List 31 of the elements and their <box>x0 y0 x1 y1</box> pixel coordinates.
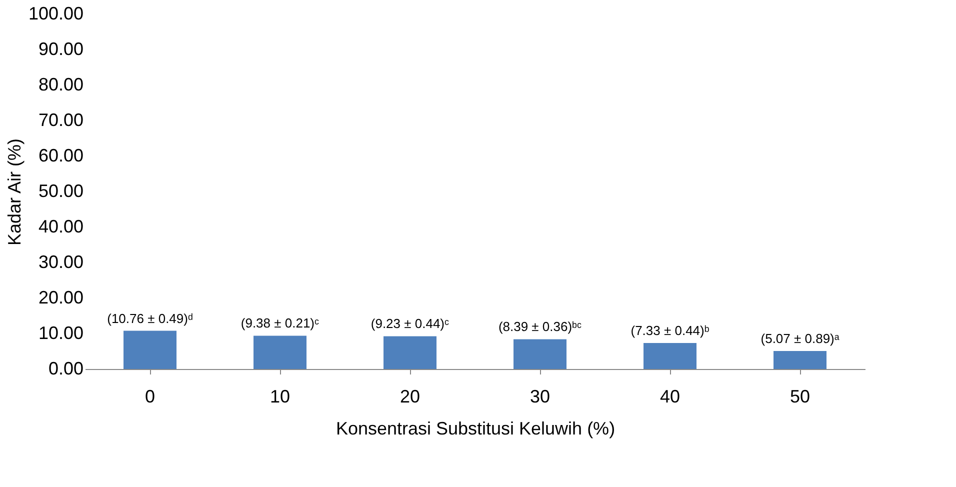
y-tick-label: 90.00 <box>38 39 84 59</box>
y-tick-label: 50.00 <box>38 181 84 201</box>
y-tick-label: 100.00 <box>28 4 84 24</box>
data-label: (10.76 ± 0.49)ᵈ <box>107 310 193 326</box>
bar <box>384 336 436 369</box>
x-tick-label: 50 <box>790 386 810 406</box>
x-tick-label: 10 <box>270 386 290 406</box>
data-label: (7.33 ± 0.44)ᵇ <box>630 322 710 338</box>
data-label: (8.39 ± 0.36)ᵇᶜ <box>498 319 582 334</box>
y-tick-label: 40.00 <box>38 216 84 236</box>
data-label: (9.23 ± 0.44)ᶜ <box>370 316 450 332</box>
x-tick-label: 0 <box>144 386 156 406</box>
bar <box>644 342 696 369</box>
x-tick-label: 20 <box>400 386 420 406</box>
y-tick-label: 30.00 <box>38 252 84 272</box>
y-tick-label: 10.00 <box>38 323 84 343</box>
y-axis-title: Kadar Air (%) <box>4 138 24 246</box>
data-label: (5.07 ± 0.89)ᵃ <box>760 331 840 346</box>
x-tick-label: 40 <box>660 386 680 406</box>
data-label: (9.38 ± 0.21)ᶜ <box>240 316 320 331</box>
bar <box>254 336 306 369</box>
bar <box>514 339 566 369</box>
y-tick-label: 80.00 <box>38 74 84 94</box>
y-tick-label: 70.00 <box>38 110 84 130</box>
x-axis-title: Konsentrasi Substitusi Keluwih (%) <box>336 418 616 438</box>
bar <box>774 351 826 369</box>
y-tick-label: 0.00 <box>48 358 84 378</box>
bar <box>124 330 176 369</box>
x-tick-label: 30 <box>530 386 550 406</box>
y-tick-label: 60.00 <box>38 146 84 166</box>
y-tick-label: 20.00 <box>38 288 84 308</box>
